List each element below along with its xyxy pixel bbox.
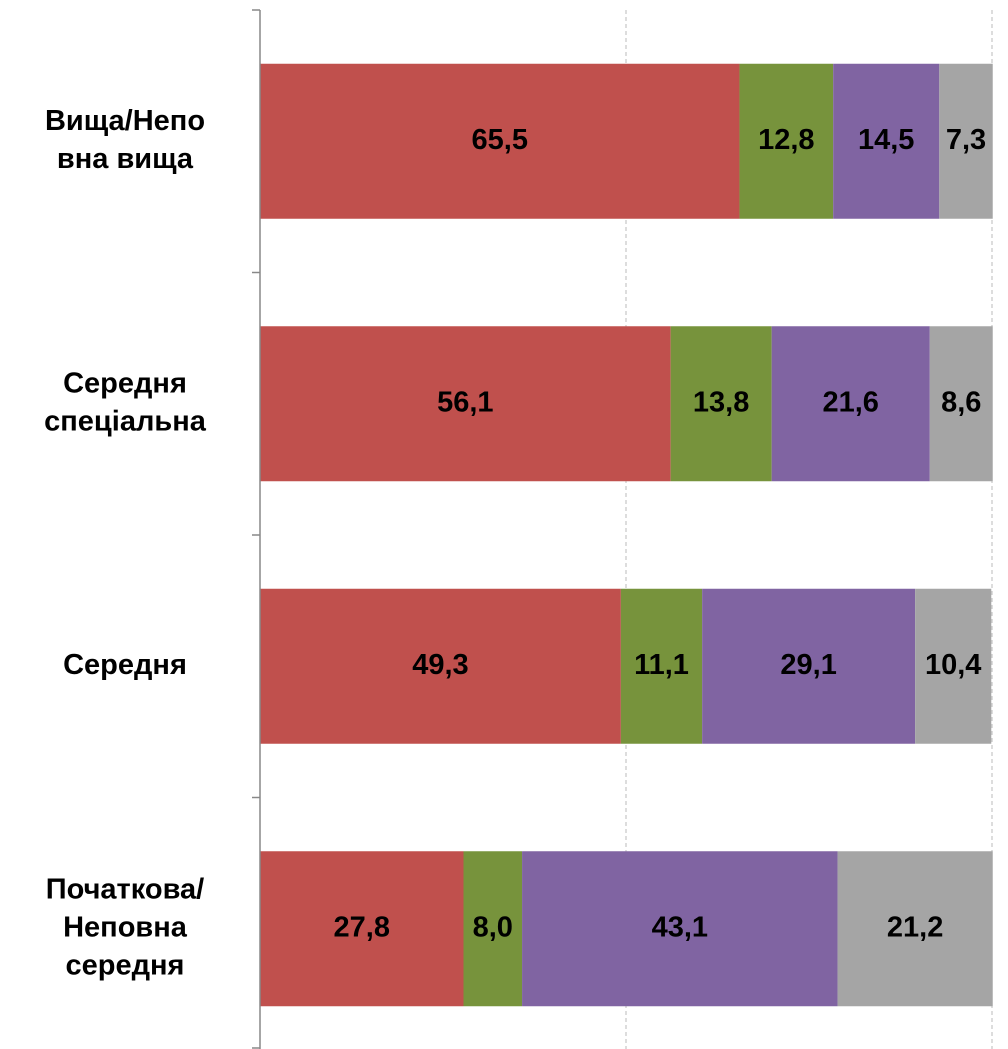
category-label: Вища/Непо <box>45 105 205 137</box>
bar-segment <box>929 326 993 482</box>
category-label: середня <box>66 949 185 981</box>
value-label: 27,8 <box>334 911 390 943</box>
bar-segment <box>522 851 838 1007</box>
value-label: 14,5 <box>858 124 914 156</box>
value-label: 29,1 <box>780 649 836 681</box>
bar-segment <box>739 63 834 219</box>
bar-segment <box>670 326 772 482</box>
value-label: 65,5 <box>472 124 528 156</box>
value-label: 11,1 <box>634 649 689 681</box>
bar-segment <box>702 588 916 744</box>
value-label: 10,4 <box>925 649 981 681</box>
value-label: 12,8 <box>758 124 814 156</box>
value-label: 21,6 <box>822 386 878 418</box>
value-label: 56,1 <box>437 386 493 418</box>
bar-segment <box>260 588 621 744</box>
bar-segment <box>771 326 930 482</box>
category-label: Неповна <box>63 911 188 943</box>
category-label: Середня <box>63 367 187 399</box>
value-label: 8,0 <box>473 911 513 943</box>
value-label: 43,1 <box>652 911 708 943</box>
bar-segment <box>260 851 464 1007</box>
bar-segment <box>260 63 740 219</box>
bar-segment <box>620 588 703 744</box>
bar-segment <box>260 326 671 482</box>
category-label: спеціальна <box>44 405 207 437</box>
value-label: 21,2 <box>887 911 943 943</box>
value-label: 8,6 <box>941 386 981 418</box>
category-label: вна вища <box>57 143 194 175</box>
value-label: 13,8 <box>693 386 749 418</box>
category-label: Середня <box>63 649 187 681</box>
category-label: Початкова/ <box>46 873 204 905</box>
bar-segment <box>939 63 993 219</box>
bar-segment <box>833 63 940 219</box>
bar-segment <box>463 851 523 1007</box>
bar-segment <box>837 851 993 1007</box>
value-label: 7,3 <box>946 124 986 156</box>
bar-segment <box>915 588 992 744</box>
value-label: 49,3 <box>412 649 468 681</box>
